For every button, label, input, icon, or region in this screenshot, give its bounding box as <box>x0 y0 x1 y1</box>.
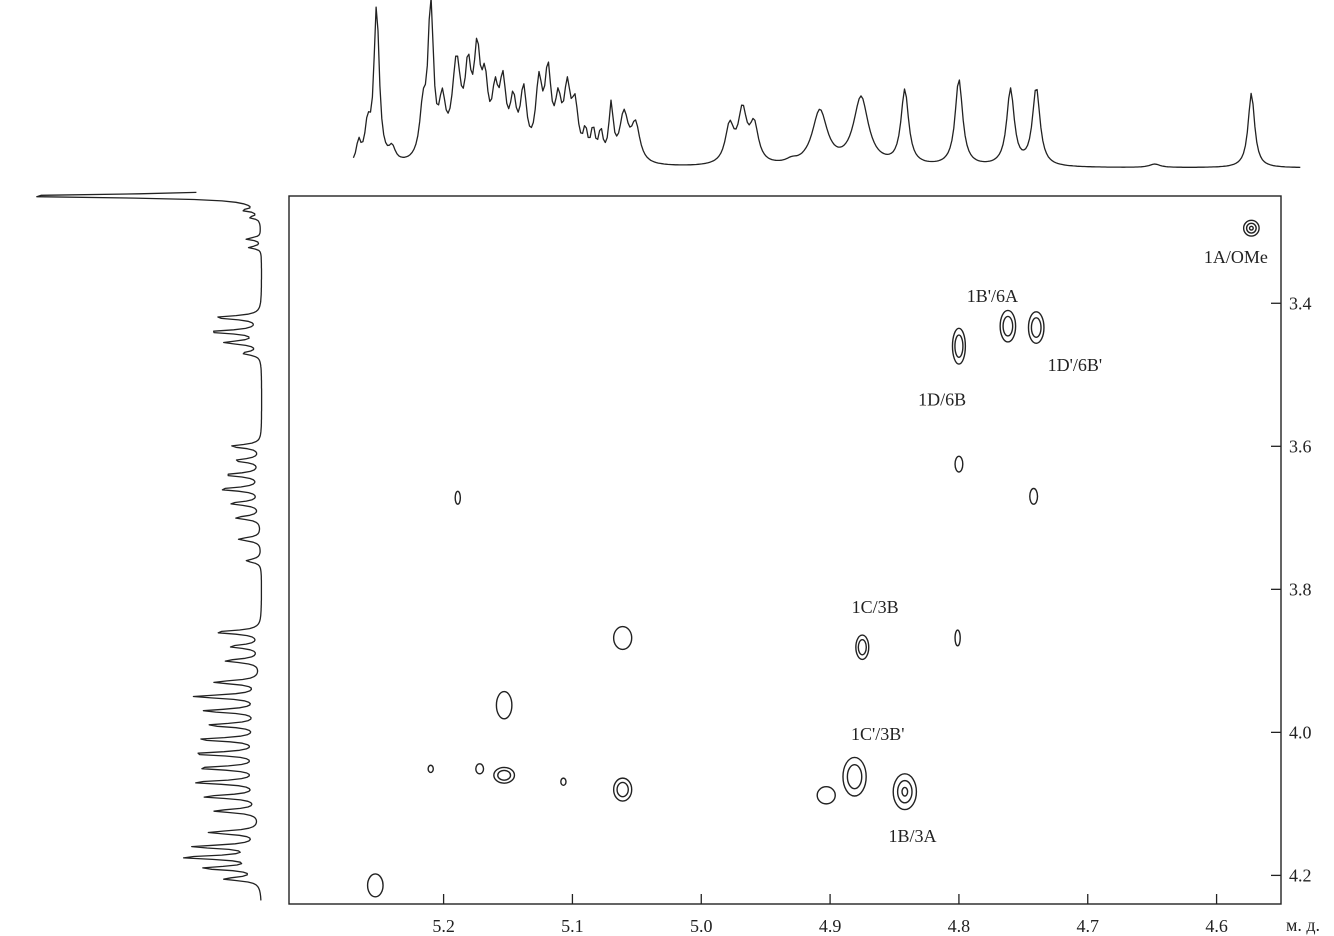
y-tick-label: 4.0 <box>1289 722 1312 742</box>
contour-level <box>892 773 918 811</box>
y-tick-label: 3.8 <box>1289 579 1312 599</box>
x-tick-label: 4.7 <box>1077 916 1100 936</box>
x-tick-label: 4.8 <box>948 916 971 936</box>
x-tick-label: 5.1 <box>561 916 584 936</box>
contour-level <box>855 634 870 661</box>
contour-level <box>1242 219 1260 237</box>
contour-level <box>999 309 1017 343</box>
contour-level <box>846 764 863 790</box>
contour-level <box>896 779 913 804</box>
cross-peak <box>842 756 867 797</box>
x-tick-label: 4.6 <box>1205 916 1228 936</box>
top-projection-spectrum <box>352 0 1301 169</box>
cross-peak <box>427 764 434 774</box>
peak-label: 1D'/6B' <box>1048 355 1103 375</box>
contour-level <box>1030 317 1042 339</box>
contour-level <box>612 625 633 651</box>
plot-frame <box>288 195 1282 905</box>
peak-annotations: 1A/OMe 1B'/6A 1D'/6B' 1D/6B 1C/3B 1C'/3B' 1B/3… <box>851 247 1268 846</box>
top-spectrum-trace <box>352 0 1301 169</box>
left-projection-spectrum <box>36 191 263 901</box>
cross-peak <box>816 786 836 805</box>
cross-peak <box>454 490 462 505</box>
cross-peak <box>495 690 513 720</box>
peak-label: 1D/6B <box>918 390 966 410</box>
cross-peak <box>493 766 516 784</box>
x-tick-label: 4.9 <box>819 916 842 936</box>
cross-peak <box>612 777 633 802</box>
contour-level <box>1248 225 1254 231</box>
contour-level <box>954 334 964 358</box>
cross-peak <box>1242 219 1260 237</box>
contour-level <box>495 690 513 720</box>
cross-peak <box>892 773 918 811</box>
x-axis: 5.2 5.1 5.0 4.9 4.8 4.7 4.6 <box>432 894 1228 936</box>
contour-level <box>427 764 434 774</box>
contour-level <box>842 756 867 797</box>
cross-peak <box>855 634 870 661</box>
contour-level <box>816 786 836 805</box>
contour-level <box>954 629 961 647</box>
cross-peak <box>560 777 567 786</box>
cross-peak <box>954 455 964 473</box>
cross-peak <box>475 763 485 775</box>
x-tick-label: 5.0 <box>690 916 713 936</box>
contour-level <box>475 763 485 775</box>
left-spectrum-trace <box>36 191 263 901</box>
cross-peak <box>999 309 1017 343</box>
contour-level <box>1245 222 1257 234</box>
peak-label: 1A/OMe <box>1204 247 1268 267</box>
y-tick-label: 4.2 <box>1289 865 1312 885</box>
contour-level <box>901 786 909 797</box>
contour-level <box>954 455 964 473</box>
cross-peak <box>612 625 633 651</box>
cross-peak <box>951 327 967 365</box>
contour-level <box>1002 315 1014 337</box>
contour-level <box>560 777 567 786</box>
cross-peak <box>1027 311 1045 345</box>
cross-peaks <box>366 219 1260 898</box>
y-tick-label: 3.4 <box>1289 293 1312 313</box>
peak-label: 1B'/6A <box>967 286 1018 306</box>
contour-level <box>1029 487 1039 505</box>
contour-level <box>366 873 384 898</box>
contour-level <box>857 639 867 656</box>
peak-label: 1C'/3B' <box>851 724 905 744</box>
cross-peak <box>954 629 961 647</box>
cross-peak <box>366 873 384 898</box>
contour-level <box>612 777 633 802</box>
y-axis: 3.4 3.6 3.8 4.0 4.2 <box>1271 293 1312 885</box>
contour-level <box>616 781 629 798</box>
peak-label: 1C/3B <box>852 597 899 617</box>
contour-level <box>951 327 967 365</box>
peak-label: 1B/3A <box>889 826 937 846</box>
contour-level <box>497 769 512 781</box>
cross-peak <box>1029 487 1039 505</box>
x-axis-unit: м. д. <box>1286 915 1320 935</box>
contour-level <box>1027 311 1045 345</box>
x-tick-label: 5.2 <box>432 916 455 936</box>
y-tick-label: 3.6 <box>1289 436 1312 456</box>
contour-level <box>493 766 516 784</box>
contour-level <box>454 490 462 505</box>
